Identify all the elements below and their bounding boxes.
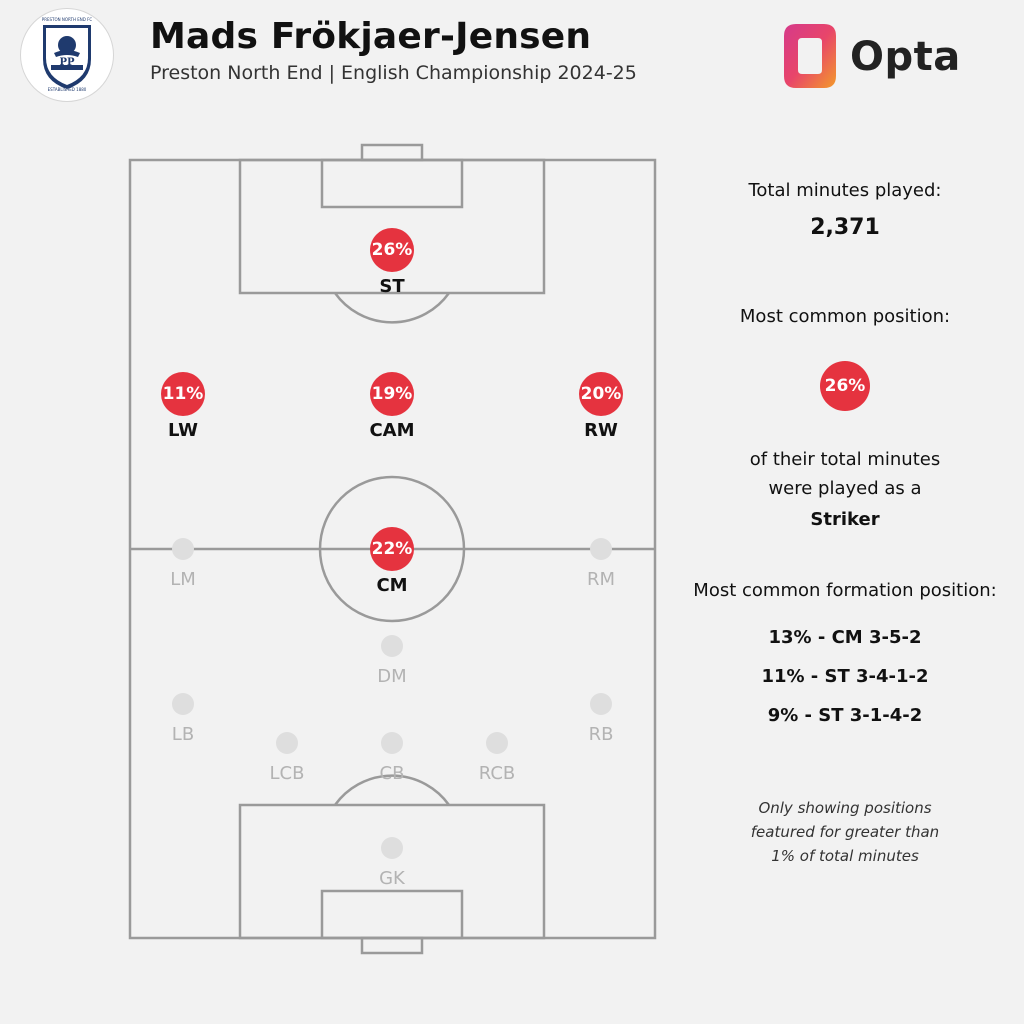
position-rb-label: RB [588,724,614,745]
common-position-desc-2: were played as a [768,478,922,499]
position-cm-label: CM [376,575,408,596]
position-lb-label: LB [171,724,195,745]
position-lm-label: LM [170,569,196,590]
position-lm-dot [172,538,194,560]
position-rm-label: RM [586,569,616,590]
pitch-lines [128,143,657,955]
opta-logo: Opta [782,22,960,92]
position-lcb-label: LCB [269,763,305,784]
position-lw-label: LW [168,420,198,441]
formation-item-1: 13% - CM 3-5-2 [768,627,922,648]
page-subtitle: Preston North End | English Championship… [150,62,637,84]
position-rw-label: RW [584,420,618,441]
total-minutes-value: 2,371 [810,215,880,240]
crest-initials: PP [59,57,75,68]
crest-top-text: PRESTON NORTH END FC [41,17,93,22]
formation-label: Most common formation position: [693,580,997,601]
position-lb-dot [172,693,194,715]
position-cb-dot [381,732,403,754]
position-rb-dot [590,693,612,715]
crest-shield-icon [43,25,91,89]
footnote-line-3: 1% of total minutes [771,847,919,865]
position-cb-label: CB [379,763,405,784]
stats-panel: Total minutes played: 2,371 Most common … [680,180,1010,868]
common-position-bubble: 26% [820,361,870,411]
position-rcb-dot [486,732,508,754]
position-cam-value: 19% [370,372,414,416]
position-cam-label: CAM [369,420,415,441]
formation-item-2: 11% - ST 3-4-1-2 [761,666,929,687]
position-gk-label: GK [379,868,405,889]
position-rw-value: 20% [579,372,623,416]
common-position-desc-1: of their total minutes [749,449,941,470]
position-rm-dot [590,538,612,560]
position-st-label: ST [379,276,405,297]
position-gk-dot [381,837,403,859]
opta-mark-icon [784,24,836,88]
position-rcb-label: RCB [478,763,516,784]
total-minutes-label: Total minutes played: [748,180,942,201]
crest-bottom-text: ESTABLISHED 1880 [47,87,87,92]
opta-wordmark: Opta [850,34,961,80]
common-position-name: Striker [810,509,880,530]
page-title: Mads Frökjaer-Jensen [150,16,592,57]
formation-item-3: 9% - ST 3-1-4-2 [767,705,923,726]
position-lcb-dot [276,732,298,754]
position-dm-label: DM [377,666,407,687]
footnote-line-1: Only showing positions [758,799,932,817]
footnote: Only showing positions featured for grea… [680,796,1010,868]
position-lw-value: 11% [161,372,205,416]
club-crest: PP PRESTON NORTH END FC ESTABLISHED 1880 [20,8,114,102]
common-position-label: Most common position: [739,306,951,327]
position-st-value: 26% [370,228,414,272]
position-dm-dot [381,635,403,657]
pitch: 26% ST 11% LW 19% CAM 20% RW LM 22% CM R… [120,140,665,960]
position-cm-value: 22% [370,527,414,571]
footnote-line-2: featured for greater than [750,823,940,841]
